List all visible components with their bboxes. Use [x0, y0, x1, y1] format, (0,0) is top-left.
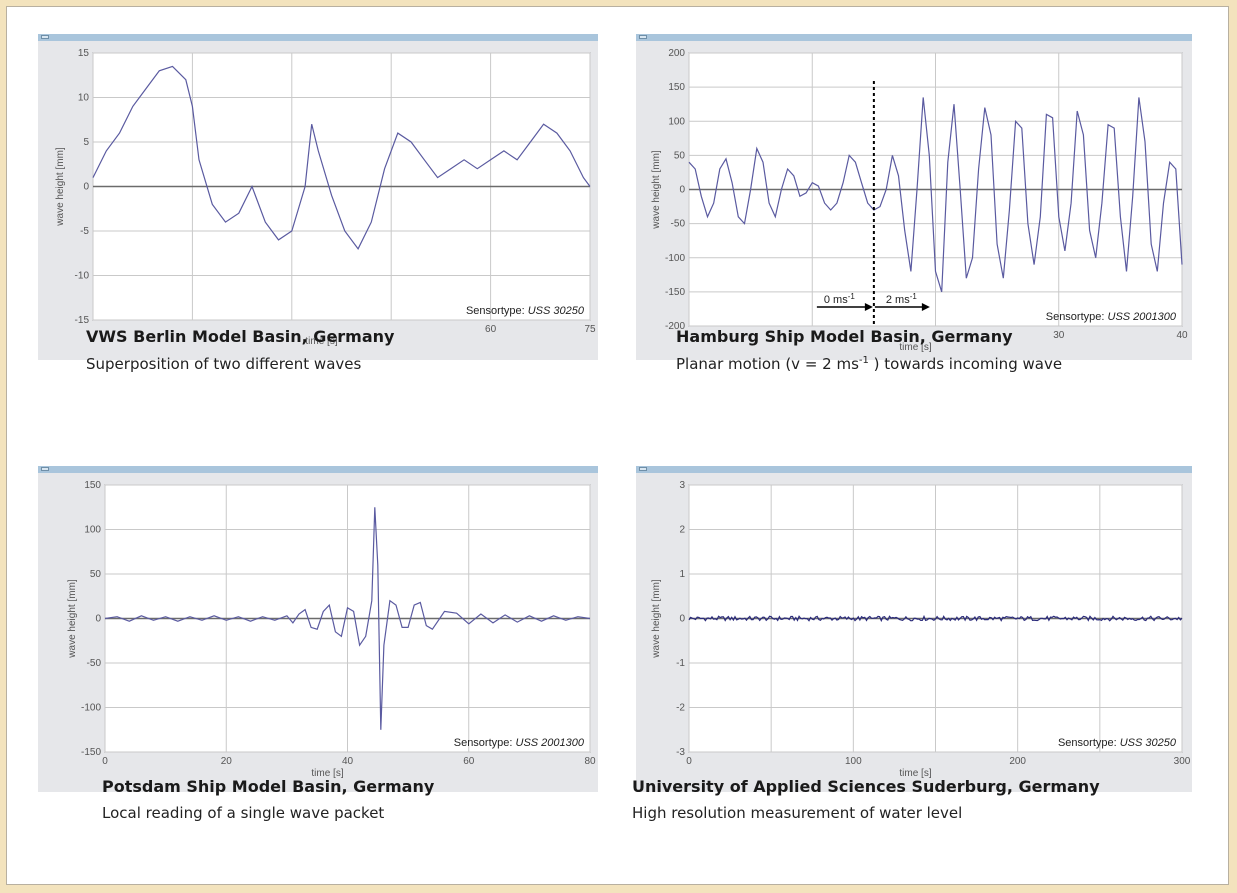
- speed-label-after: 2 ms-1: [886, 292, 918, 306]
- chart-panel-hamburg: 200 150 100 50 0 -50 -100 -150 -200 30 40 time [s] w…: [636, 34, 1192, 360]
- minimize-icon[interactable]: [41, 35, 49, 39]
- x-tick-label: 80: [584, 756, 596, 767]
- speed-label-before: 0 ms-1: [824, 292, 856, 306]
- sensor-type-prefix: Sensortype:: [454, 737, 516, 749]
- x-tick-label: 0: [686, 756, 692, 767]
- sensor-model: USS 2001300: [516, 737, 585, 749]
- y-axis-label: wave height [mm]: [67, 579, 78, 659]
- y-tick-label: -5: [80, 226, 89, 237]
- y-tick-label: 150: [668, 82, 685, 93]
- y-tick-label: 2: [679, 525, 685, 536]
- data-line: [688, 97, 1183, 293]
- y-tick-label: -50: [671, 219, 686, 230]
- x-tick-label: 20: [221, 756, 233, 767]
- y-tick-label: 15: [78, 48, 90, 59]
- arrow-after-head: [921, 303, 930, 311]
- y-tick-label: 5: [83, 137, 89, 148]
- y-tick-label: -150: [81, 747, 101, 758]
- sensor-type-label: Sensortype: USS 30250: [1058, 737, 1177, 749]
- y-tick-label: -15: [75, 315, 90, 326]
- x-tick-label: 200: [1009, 756, 1026, 767]
- x-axis-label: time [s]: [899, 342, 931, 353]
- speed-unit-superscript: -1: [910, 292, 918, 301]
- minimize-icon[interactable]: [639, 467, 647, 471]
- sensor-type-label: Sensortype: USS 2001300: [1046, 311, 1177, 323]
- y-axis-label: wave height [mm]: [651, 150, 662, 230]
- speed-value: 0 ms: [824, 294, 848, 306]
- subtitle-text-before: Planar motion (v = 2 ms: [676, 355, 859, 373]
- y-tick-label: 0: [83, 182, 89, 193]
- x-tick-label: 100: [845, 756, 862, 767]
- chart-panel-potsdam: 150 100 50 0 -50 -100 -150 0 20 40 60 80 time [s] wav…: [38, 466, 598, 792]
- y-tick-label: -100: [81, 703, 101, 714]
- y-tick-label: 200: [668, 48, 685, 59]
- arrow-before-head: [864, 303, 873, 311]
- chart-subtitle-suderburg: High resolution measurement of water lev…: [632, 804, 963, 822]
- x-tick-label: 0: [102, 756, 108, 767]
- y-axis-label: wave height [mm]: [55, 147, 66, 227]
- speed-unit-superscript: -1: [848, 292, 856, 301]
- y-tick-label: -3: [676, 747, 685, 758]
- minimize-icon[interactable]: [41, 467, 49, 471]
- sensor-model: USS 2001300: [1108, 311, 1177, 323]
- y-tick-label: -100: [665, 253, 685, 264]
- y-tick-label: 0: [679, 614, 685, 625]
- chart-title-berlin: VWS Berlin Model Basin, Germany: [86, 327, 395, 346]
- sensor-type-label: Sensortype: USS 30250: [466, 305, 585, 317]
- sensor-model: USS 30250: [528, 305, 585, 317]
- y-tick-label: 1: [679, 569, 685, 580]
- y-tick-label: -2: [676, 703, 685, 714]
- chart-subtitle-berlin: Superposition of two different waves: [86, 355, 362, 373]
- sensor-type-label: Sensortype: USS 2001300: [454, 737, 585, 749]
- y-tick-label: -200: [665, 321, 685, 332]
- y-tick-label: 50: [90, 569, 102, 580]
- x-tick-label: 30: [1053, 330, 1065, 341]
- y-tick-label: 100: [668, 116, 685, 127]
- x-tick-label: 300: [1174, 756, 1191, 767]
- chart-subtitle-hamburg: Planar motion (v = 2 ms-1 ) towards inco…: [676, 355, 1062, 373]
- chart-panel-suderburg: 3 2 1 0 -1 -2 -3 0 100 200 300 time [s] wave height …: [636, 466, 1192, 792]
- data-line: [104, 507, 591, 730]
- speed-value: 2 ms: [886, 294, 910, 306]
- subtitle-superscript: -1: [858, 355, 869, 366]
- minimize-icon[interactable]: [639, 35, 647, 39]
- y-axis-label: wave height [mm]: [651, 579, 662, 659]
- x-tick-label: 40: [1176, 330, 1188, 341]
- x-tick-label: 40: [342, 756, 354, 767]
- chart-title-hamburg: Hamburg Ship Model Basin, Germany: [676, 327, 1013, 346]
- subtitle-text-after: ) towards incoming wave: [868, 355, 1063, 373]
- chart-subtitle-potsdam: Local reading of a single wave packet: [102, 804, 385, 822]
- y-tick-label: -10: [75, 271, 90, 282]
- sensor-type-prefix: Sensortype:: [1046, 311, 1108, 323]
- x-axis-label: time [s]: [311, 768, 343, 779]
- y-tick-label: 150: [84, 480, 101, 491]
- y-tick-label: -50: [87, 658, 102, 669]
- wave-chart-hamburg: 200 150 100 50 0 -50 -100 -150 -200 30 40 time [s] w…: [651, 48, 1188, 353]
- y-tick-label: 10: [78, 93, 90, 104]
- x-axis-label: time [s]: [305, 336, 337, 347]
- y-tick-label: 100: [84, 525, 101, 536]
- sensor-model: USS 30250: [1120, 737, 1177, 749]
- x-tick-label: 60: [463, 756, 475, 767]
- y-tick-label: 50: [674, 150, 686, 161]
- sensor-type-prefix: Sensortype:: [1058, 737, 1120, 749]
- chart-panel-berlin: 15 10 5 0 -5 -10 -15 60 75 time [s] wave height [m…: [38, 34, 598, 360]
- chart-title-potsdam: Potsdam Ship Model Basin, Germany: [102, 777, 435, 796]
- data-line: [92, 65, 591, 250]
- x-tick-label: 60: [485, 324, 497, 335]
- x-tick-label: 75: [584, 324, 596, 335]
- y-tick-label: -150: [665, 287, 685, 298]
- x-axis-label: time [s]: [899, 768, 931, 779]
- y-tick-label: 3: [679, 480, 685, 491]
- chart-title-suderburg: University of Applied Sciences Suderburg…: [632, 777, 1100, 796]
- y-tick-label: -1: [676, 658, 685, 669]
- data-line: [688, 614, 1183, 623]
- y-tick-label: 0: [95, 614, 101, 625]
- y-tick-label: 0: [679, 185, 685, 196]
- wave-chart-berlin: 15 10 5 0 -5 -10 -15 60 75 time [s] wave height [m…: [55, 48, 596, 347]
- sensor-type-prefix: Sensortype:: [466, 305, 528, 317]
